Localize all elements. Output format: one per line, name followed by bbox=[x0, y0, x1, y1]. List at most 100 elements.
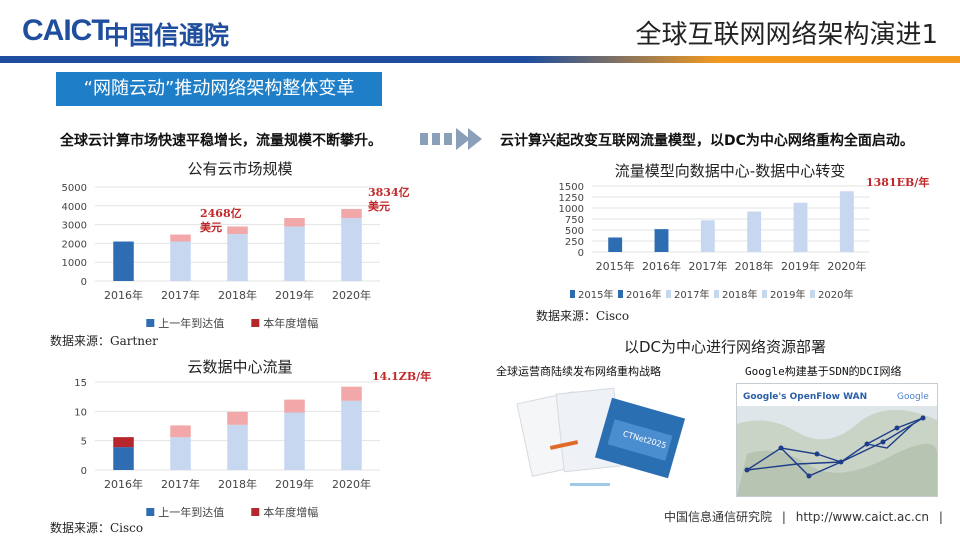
chart2-legend-label-base: 上一年到达值 bbox=[158, 505, 224, 519]
chart3-xtick-label: 2016年 bbox=[642, 259, 681, 273]
chart3-legend-swatch bbox=[810, 290, 815, 298]
chart3-legend-label: 2020年 bbox=[818, 288, 853, 301]
map-title: Google's OpenFlow WAN bbox=[743, 392, 867, 402]
chart1-bar-increment bbox=[341, 208, 362, 219]
chart1-source: 数据来源：Gartner bbox=[50, 334, 158, 348]
chart1-xtick-label: 2018年 bbox=[218, 288, 257, 302]
chart1-title: 公有云市场规模 bbox=[187, 160, 293, 178]
footer-org: 中国信息通信研究院 bbox=[664, 510, 773, 524]
chart2-ytick-label: 5 bbox=[81, 437, 87, 448]
chart3-xtick-label: 2018年 bbox=[735, 259, 774, 273]
chart1-annotation-2020: 3834亿 美元 bbox=[368, 186, 410, 213]
chart1-bar-base bbox=[170, 241, 191, 281]
chart-public-cloud-market: 0 1000 2000 3000 4000 5000 2016年 2017年 2018年 2019… bbox=[62, 183, 380, 330]
chart1-bar-increment bbox=[227, 226, 248, 234]
reports-caption: 全球运营商陆续发布网络重构战略 bbox=[496, 365, 661, 378]
chart2-bar-base bbox=[341, 400, 362, 470]
chart2-bar-increment bbox=[113, 437, 134, 448]
chart1-xtick-label: 2017年 bbox=[161, 288, 200, 302]
chart3-annotation-2020: 1381EB/年 bbox=[866, 176, 930, 189]
chart3-legend-label: 2018年 bbox=[722, 288, 757, 301]
chart2-title: 云数据中心流量 bbox=[187, 358, 293, 376]
chart1-bar-increment bbox=[284, 218, 305, 227]
chart3-xtick-label: 2019年 bbox=[781, 259, 820, 273]
chart1-ytick-label: 2000 bbox=[62, 239, 87, 250]
right-subheading: 云计算兴起改变互联网流量模型，以DC为中心网络重构全面启动。 bbox=[500, 133, 914, 149]
chart1-xtick-label: 2019年 bbox=[275, 288, 314, 302]
chart3-legend-swatch bbox=[618, 290, 623, 298]
section-banner: “网随云动”推动网络架构整体变革 bbox=[56, 72, 382, 106]
chart2-bar-increment bbox=[227, 411, 248, 425]
chart3-legend-swatch bbox=[762, 290, 767, 298]
chart3-ytick-label: 1500 bbox=[559, 182, 584, 193]
chart2-bar-base bbox=[170, 437, 191, 470]
dc-section-title: 以DC为中心进行网络资源部署 bbox=[623, 338, 827, 356]
footer-separator-end: | bbox=[938, 510, 943, 524]
page-title: 全球互联网网络架构演进1 bbox=[635, 20, 938, 50]
chart2-bar-increment bbox=[170, 425, 191, 438]
chart1-bar-base bbox=[113, 241, 134, 281]
chart3-legend-label: 2017年 bbox=[674, 288, 709, 301]
chart1-ytick-label: 5000 bbox=[62, 183, 87, 194]
chart2-ytick-label: 15 bbox=[74, 378, 87, 389]
chart2-xtick-label: 2019年 bbox=[275, 477, 314, 491]
operator-reports-image: CTNet2025 bbox=[510, 383, 722, 495]
chart3-xtick-label: 2015年 bbox=[596, 259, 635, 273]
chart3-xtick-label: 2020年 bbox=[827, 259, 866, 273]
chart1-ytick-label: 3000 bbox=[62, 221, 87, 232]
chart3-bar bbox=[608, 237, 623, 252]
google-openflow-wan-map: Google's OpenFlow WAN Google bbox=[736, 383, 938, 497]
chart3-xtick-label: 2017年 bbox=[688, 259, 727, 273]
chart3-legend-label: 2019年 bbox=[770, 288, 805, 301]
chart3-ytick-label: 250 bbox=[565, 237, 584, 248]
chart2-xtick-label: 2020年 bbox=[332, 477, 371, 491]
chart3-legend-swatch bbox=[666, 290, 671, 298]
chart1-xtick-label: 2016年 bbox=[104, 288, 143, 302]
chart2-bar-base bbox=[113, 447, 134, 470]
chart2-ytick-label: 10 bbox=[74, 407, 87, 418]
footer: 中国信息通信研究院 | http://www.caict.ac.cn | bbox=[664, 508, 943, 525]
chart3-title: 流量模型向数据中心-数据中心转变 bbox=[614, 162, 846, 180]
chart1-ytick-label: 1000 bbox=[62, 258, 87, 269]
chart2-legend-swatch-base bbox=[146, 508, 155, 516]
header-divider bbox=[0, 56, 960, 63]
chart3-ytick-label: 500 bbox=[565, 226, 584, 237]
footer-separator: | bbox=[781, 510, 786, 524]
chart3-source: 数据来源：Cisco bbox=[536, 309, 630, 323]
chart1-ytick-label: 4000 bbox=[62, 202, 87, 213]
chart3-ytick-label: 1250 bbox=[559, 193, 584, 204]
chart2-bar-base bbox=[284, 412, 305, 470]
chart2-bar-increment bbox=[284, 399, 305, 413]
logo-chinese-name: 中国信通院 bbox=[104, 21, 230, 50]
chart1-bar-base bbox=[227, 234, 248, 281]
left-subheading: 全球云计算市场快速平稳增长，流量规模不断攀升。 bbox=[60, 133, 382, 149]
chart2-annotation-2020: 14.1ZB/年 bbox=[372, 370, 432, 383]
logo-caict: CAICT bbox=[22, 14, 110, 47]
chart3-legend-label: 2016年 bbox=[626, 288, 661, 301]
chart2-bar-increment bbox=[341, 386, 362, 401]
chart1-legend-swatch-base bbox=[146, 319, 155, 327]
google-logo: Google bbox=[897, 392, 929, 402]
footer-url[interactable]: http://www.caict.ac.cn bbox=[795, 510, 930, 524]
chart1-bar-base bbox=[341, 218, 362, 281]
double-chevron-right-icon bbox=[420, 128, 484, 154]
chart2-legend-label-increment: 本年度增幅 bbox=[263, 505, 318, 519]
chart1-legend-swatch-increment bbox=[251, 319, 260, 327]
chart3-legend-label: 2015年 bbox=[578, 288, 613, 301]
chart2-ytick-label: 0 bbox=[81, 466, 87, 477]
chart3-bar bbox=[747, 211, 762, 252]
chart3-legend-swatch bbox=[714, 290, 719, 298]
chart2-source: 数据来源：Cisco bbox=[50, 521, 144, 535]
chart3-bar bbox=[700, 220, 715, 252]
chart2-bar-base bbox=[227, 424, 248, 470]
chart1-legend-label-increment: 本年度增幅 bbox=[263, 316, 318, 330]
chart3-ytick-label: 1000 bbox=[559, 204, 584, 215]
chart2-legend-swatch-increment bbox=[251, 508, 260, 516]
chart1-bar-increment bbox=[170, 234, 191, 242]
chart3-legend-swatch bbox=[570, 290, 575, 298]
chart1-bar-base bbox=[284, 226, 305, 281]
google-caption: Google构建基于SDN的DCI网络 bbox=[745, 365, 902, 378]
chart2-xtick-label: 2016年 bbox=[104, 477, 143, 491]
